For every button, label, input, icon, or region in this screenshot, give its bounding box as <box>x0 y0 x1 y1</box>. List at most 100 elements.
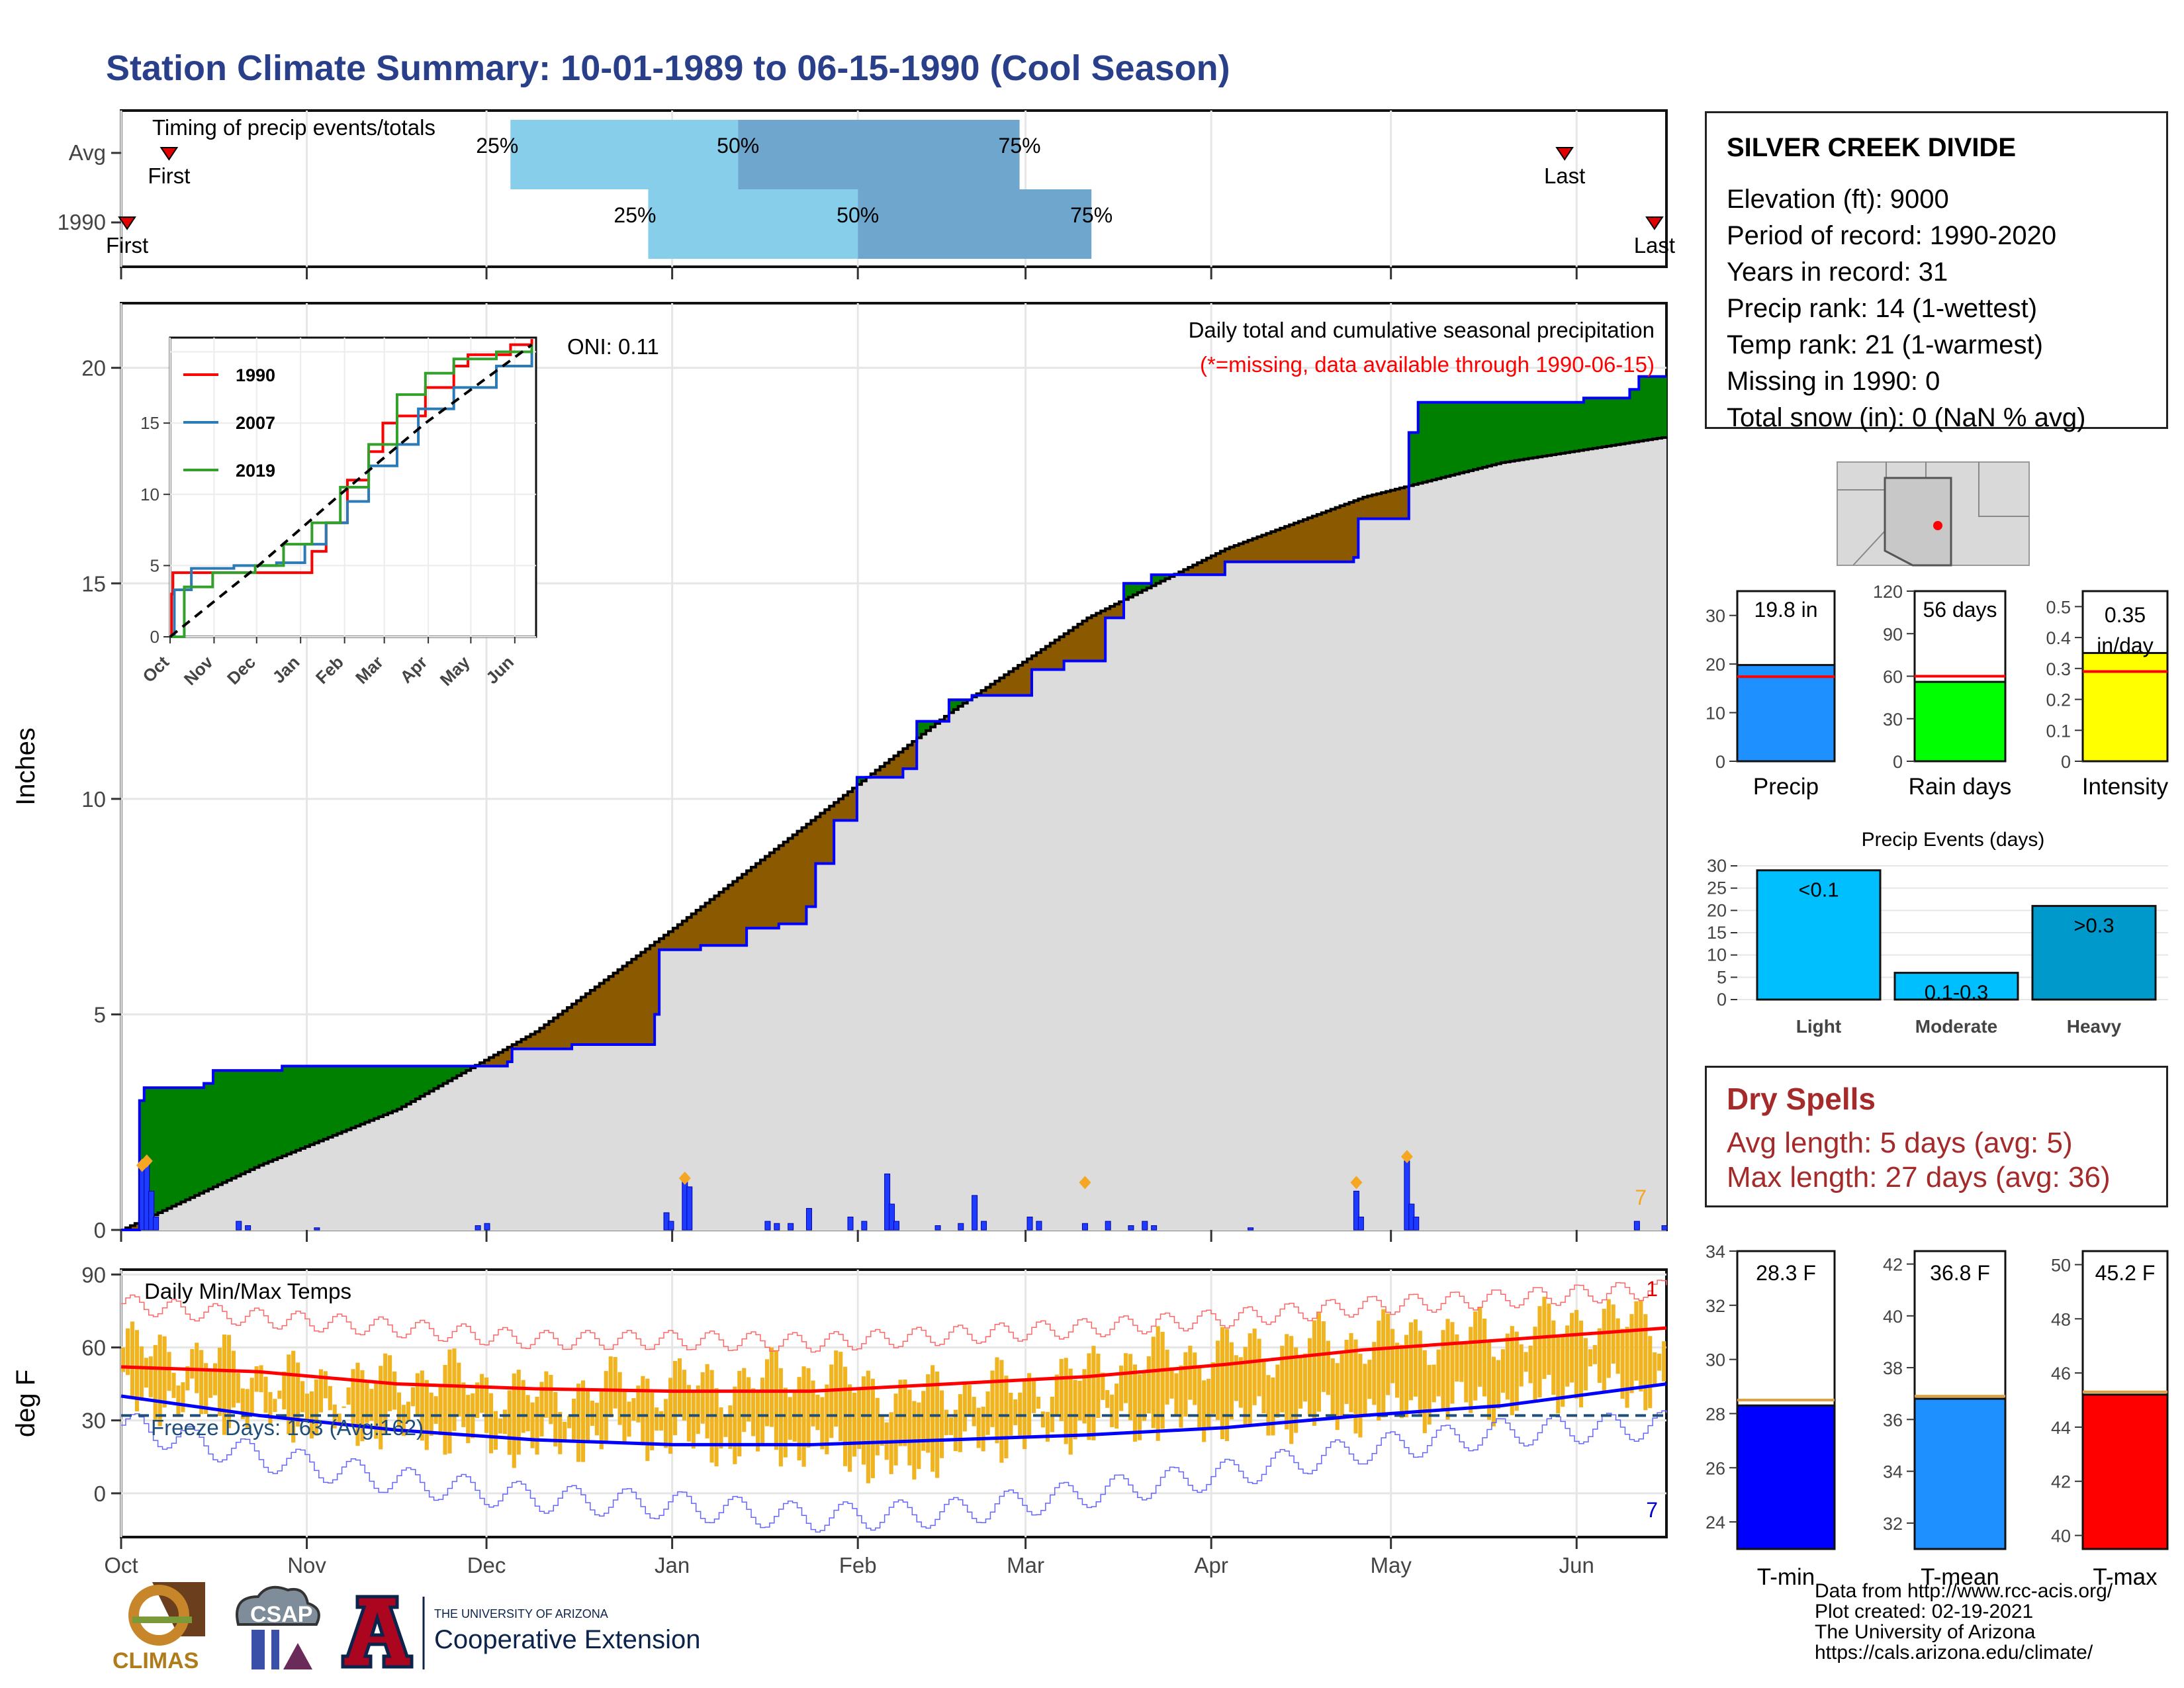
precip-diff-segment <box>659 938 664 950</box>
station-info-panel: SILVER CREEK DIVIDE Elevation (ft): 9000… <box>1705 111 2168 432</box>
precip-diff-segment <box>259 1070 264 1166</box>
tmin-ytick-label: 24 <box>1706 1513 1725 1532</box>
freeze-days-label: Freeze Days: 163 (Avg:162) <box>151 1415 424 1440</box>
tmin-ytick-label: 26 <box>1706 1458 1725 1478</box>
precip-diff-segment <box>153 1088 159 1215</box>
precip-climo-area <box>121 436 1666 1230</box>
precip-ytick-label: 10 <box>81 787 106 812</box>
temp-xtick-label: Dec <box>467 1553 506 1577</box>
temp-daily-bar <box>1422 1350 1427 1434</box>
temp-daily-bar <box>406 1401 411 1422</box>
timing-pct-label: 25% <box>476 134 518 158</box>
timing-title: Timing of precip events/totals <box>152 115 435 140</box>
precip-diff-segment <box>488 1057 494 1066</box>
temp-daily-bar <box>181 1382 185 1413</box>
precip-daily-bar <box>861 1221 868 1231</box>
temp-daily-bar <box>1289 1336 1294 1444</box>
precip-diff-segment <box>1027 659 1032 696</box>
temp-daily-bar <box>1110 1394 1115 1427</box>
temp-daily-bar <box>1524 1352 1528 1372</box>
temp-daily-bar <box>898 1380 903 1446</box>
precip-diff-segment <box>948 700 954 713</box>
temp-daily-bar <box>176 1385 181 1415</box>
tmin-ytick-label: 34 <box>1706 1242 1725 1262</box>
events-bar-label: 0.1-0.3 <box>1925 981 1989 1004</box>
temp-corner-top: 1 <box>1646 1277 1658 1301</box>
temp-daily-bar <box>1574 1309 1579 1399</box>
tmax-value-label: 45.2 F <box>2095 1261 2156 1285</box>
temp-daily-bar <box>190 1348 195 1379</box>
temp-daily-bar <box>424 1380 429 1450</box>
precip-diff-segment <box>1059 637 1065 670</box>
temp-daily-bar <box>797 1377 801 1461</box>
precip-diff-segment <box>1266 533 1271 562</box>
temp-daily-bar <box>291 1350 296 1443</box>
temp-daily-bar <box>1459 1344 1464 1382</box>
temp-daily-bar <box>1620 1329 1625 1399</box>
temp-daily-bar <box>1160 1331 1165 1429</box>
precip-diff-segment <box>1261 535 1267 562</box>
precip-diff-segment <box>641 952 646 1045</box>
precip-diff-segment <box>1165 575 1170 579</box>
temp-corner-bottom: 7 <box>1646 1498 1658 1522</box>
precip-diff-segment <box>401 1066 407 1107</box>
precip-diff-segment <box>806 823 811 907</box>
temp-daily-bar <box>1657 1353 1662 1371</box>
station-elevation: Elevation (ft): 9000 <box>1727 185 1949 214</box>
temp-daily-bar <box>1648 1336 1653 1409</box>
temp-daily-bar <box>392 1371 397 1410</box>
dry-spells-max: Max length: 27 days (avg: 36) <box>1727 1161 2111 1194</box>
precip-diff-segment <box>516 1042 522 1049</box>
intensity-ytick-label: 0.2 <box>2046 690 2071 710</box>
dry-spells-panel: Dry Spells Avg length: 5 days (avg: 5) M… <box>1705 1066 2168 1207</box>
precip-daily-bar <box>893 1221 899 1231</box>
precip-daily-bar <box>764 1221 771 1231</box>
precip-diff-segment <box>585 994 591 1045</box>
precip-diff-segment <box>856 777 862 785</box>
intensity-ytick-label: 0.5 <box>2046 597 2071 617</box>
precip-diff-segment <box>861 777 867 781</box>
csap-cloud-icon <box>236 1585 320 1626</box>
precip-diff-segment <box>1377 493 1382 519</box>
precip-diff-segment <box>733 881 738 946</box>
precip-diff-segment <box>314 1066 320 1143</box>
precip-diff-segment <box>190 1088 195 1198</box>
precip-diff-segment <box>1533 402 1538 458</box>
intensity-ytick-label: 0 <box>2061 752 2071 772</box>
tmean-value-label: 36.8 F <box>1930 1261 1990 1285</box>
precip-diff-segment <box>1036 652 1042 670</box>
precip-diff-segment <box>1202 560 1207 575</box>
precip-diff-segment <box>834 802 839 821</box>
temp-daily-bar <box>1519 1344 1524 1387</box>
timing-pct-label: 75% <box>999 134 1041 158</box>
temp-daily-bar <box>655 1407 659 1431</box>
temp-daily-bar <box>1132 1364 1138 1442</box>
precip-diff-segment <box>572 1004 577 1045</box>
temp-daily-bar <box>300 1381 305 1413</box>
temp-daily-bar <box>1629 1314 1634 1393</box>
precip-diff-segment <box>1101 610 1106 661</box>
climas-logo: CLIMAS <box>113 1582 205 1673</box>
temp-daily-bar <box>631 1398 636 1421</box>
temp-daily-bar <box>926 1374 931 1453</box>
precip-diff-segment <box>709 899 715 946</box>
precip-diff-segment <box>1404 487 1410 519</box>
precip-daily-bar <box>788 1223 794 1231</box>
temp-daily-bar <box>742 1368 747 1432</box>
precip-diff-segment <box>1142 583 1148 590</box>
precip-diff-segment <box>1353 500 1359 558</box>
temp-daily-bar <box>1514 1331 1519 1411</box>
precip-diff-segment <box>563 1011 568 1049</box>
temp-xtick-label: Jun <box>1559 1553 1594 1577</box>
precip-diff-segment <box>355 1066 361 1127</box>
intensity-value-unit: in/day <box>2097 633 2153 657</box>
tmax-ytick-label: 50 <box>2051 1255 2071 1275</box>
temp-daily-bar <box>1064 1358 1068 1444</box>
precip-daily-bar <box>889 1203 895 1231</box>
temp-daily-bar <box>466 1395 471 1444</box>
temp-daily-bar <box>1578 1321 1584 1407</box>
inset-legend-label: 1990 <box>236 365 275 385</box>
temp-daily-bar <box>1340 1354 1344 1419</box>
temp-record-max-line <box>121 1280 1667 1353</box>
